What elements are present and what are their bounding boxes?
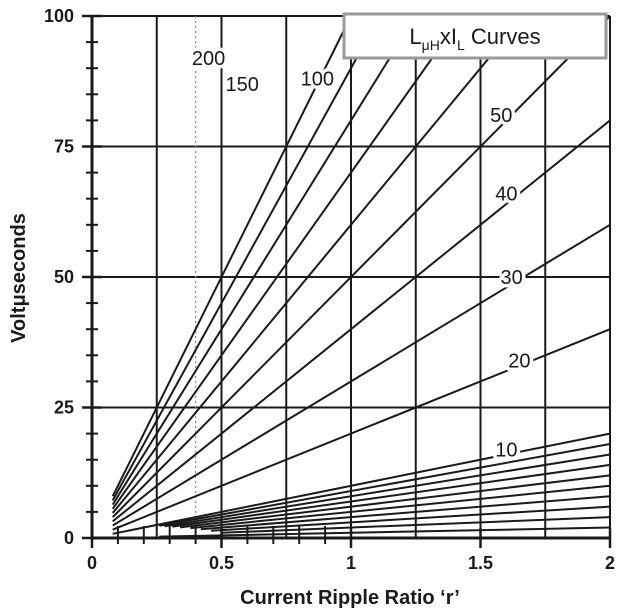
curve-line xyxy=(111,15,463,510)
curve-line xyxy=(159,526,611,538)
curve-line xyxy=(111,15,352,497)
curve-line xyxy=(112,432,611,535)
curve-line xyxy=(111,15,381,501)
y-axis-title: Voltμseconds xyxy=(8,213,30,343)
curve-line xyxy=(172,463,611,528)
x-axis-title: Current Ripple Ratio ‘r’ xyxy=(240,587,460,609)
x-tick-label: 1.5 xyxy=(468,553,493,573)
curve-line xyxy=(112,328,611,531)
curve-line xyxy=(164,453,611,528)
y-tick-label: 100 xyxy=(44,6,74,26)
y-tick-label: 50 xyxy=(54,267,74,287)
curve-line xyxy=(221,516,611,534)
y-tick-label: 25 xyxy=(54,398,74,418)
curve-label: 10 xyxy=(495,439,517,461)
legend-box: LμHxIL Curves xyxy=(342,12,608,60)
curve-label: 150 xyxy=(226,74,259,96)
curve-line xyxy=(190,484,611,530)
curve-line xyxy=(200,495,611,531)
x-tick-label: 0 xyxy=(87,553,97,573)
curve-line xyxy=(179,474,611,529)
curve-line xyxy=(159,443,611,527)
curve-label: 50 xyxy=(490,105,512,127)
y-tick-label: 75 xyxy=(54,137,74,157)
x-tick-label: 2 xyxy=(605,553,615,573)
curve-line xyxy=(111,15,525,514)
curve-label: 20 xyxy=(508,351,530,373)
curve-label: 200 xyxy=(192,48,225,70)
curve-line xyxy=(112,223,611,527)
curve-label: 40 xyxy=(495,183,517,205)
curve-label: 100 xyxy=(301,69,334,91)
curve-line xyxy=(211,505,611,532)
x-tick-label: 1 xyxy=(346,553,356,573)
curve-line xyxy=(112,15,611,518)
axes xyxy=(82,14,612,548)
x-tick-label: 0.5 xyxy=(209,553,234,573)
lxi-curves xyxy=(111,15,611,538)
curve-line xyxy=(111,15,417,506)
legend-text: LμHxIL Curves xyxy=(409,24,540,53)
curve-line xyxy=(112,119,611,523)
y-tick-label: 0 xyxy=(64,528,74,548)
curve-label: 30 xyxy=(500,267,522,289)
